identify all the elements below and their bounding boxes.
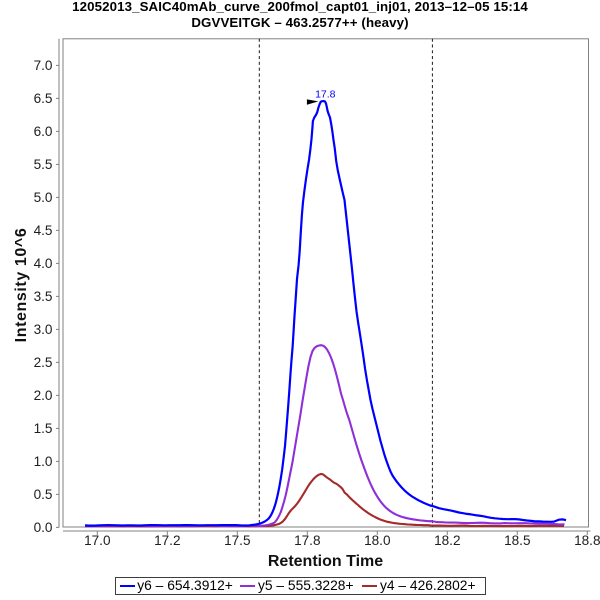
svg-text:17.8: 17.8 <box>315 89 336 101</box>
